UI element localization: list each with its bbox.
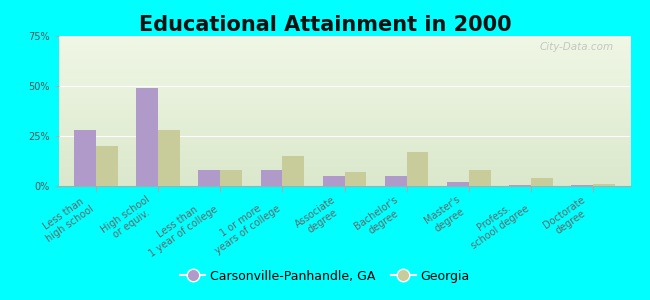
- Bar: [593, 184, 615, 186]
- Bar: [158, 130, 180, 186]
- Bar: [323, 176, 345, 186]
- Legend: Carsonville-Panhandle, GA, Georgia: Carsonville-Panhandle, GA, Georgia: [176, 265, 474, 288]
- Text: Educational Attainment in 2000: Educational Attainment in 2000: [138, 15, 512, 35]
- Bar: [531, 178, 552, 186]
- Bar: [96, 146, 118, 186]
- Bar: [509, 185, 531, 186]
- Bar: [571, 185, 593, 186]
- Bar: [136, 88, 158, 186]
- Bar: [198, 170, 220, 186]
- Bar: [282, 156, 304, 186]
- Bar: [220, 170, 242, 186]
- Text: City-Data.com: City-Data.com: [540, 42, 614, 52]
- Bar: [469, 170, 491, 186]
- Bar: [344, 172, 366, 186]
- Bar: [447, 182, 469, 186]
- Bar: [261, 170, 282, 186]
- Bar: [385, 176, 407, 186]
- Bar: [407, 152, 428, 186]
- Bar: [74, 130, 96, 186]
